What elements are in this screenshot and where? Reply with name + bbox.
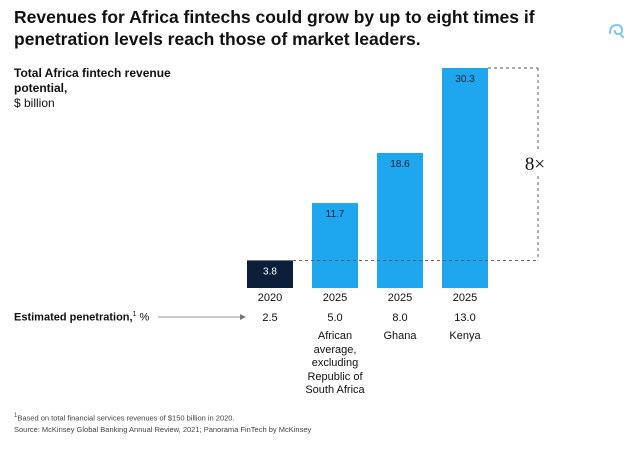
category-note-2: African average, excluding Republic of South…	[305, 330, 365, 396]
penetration-footnote-marker: 1	[132, 311, 137, 318]
penetration-leader-arrow	[240, 314, 246, 320]
category-note-4: Kenya	[449, 330, 481, 342]
footnote-1-marker: 1	[14, 413, 18, 419]
bar-4	[442, 68, 488, 288]
bar-value-label-1: 3.8	[263, 266, 277, 277]
bar-value-label-4: 30.3	[455, 74, 475, 85]
penetration-unit: %	[139, 311, 150, 324]
footnote-1: 1Based on total financial services reven…	[14, 411, 311, 424]
penetration-value-2: 5.0	[327, 312, 343, 324]
bars-group	[247, 68, 488, 288]
swirl-logo-icon	[609, 23, 624, 38]
penetration-value-4: 13.0	[454, 312, 476, 324]
multiplier-label-background	[518, 150, 554, 176]
penetration-value-3: 8.0	[392, 312, 408, 324]
bar-1	[247, 260, 293, 288]
chart-subtitle: Total Africa fintech revenue potential, …	[14, 66, 194, 111]
x-tick-label-2: 2025	[322, 292, 348, 304]
footnote-2: Source: McKinsey Global Banking Annual R…	[14, 424, 312, 434]
bar-value-label-3: 18.6	[390, 159, 410, 170]
x-tick-label-1: 2020	[257, 292, 283, 304]
subtitle-unit: $ billion	[14, 96, 55, 110]
x-tick-label-4: 2025	[452, 292, 478, 304]
bar-value-label-2: 11.7	[326, 209, 345, 220]
bar-2	[312, 203, 358, 288]
penetration-label-text: Estimated penetration,	[14, 311, 133, 324]
footnotes: 1Based on total financial services reven…	[14, 411, 311, 435]
category-note-3: Ghana	[383, 330, 417, 342]
multiplier-bracket: 8×	[293, 67, 554, 261]
penetration-value-1: 2.5	[262, 312, 278, 324]
bar-labels-group: 3.8 11.7 18.6 30.3	[263, 74, 475, 277]
bar-3	[377, 152, 423, 288]
penetration-label: Estimated penetration,1 %	[14, 311, 149, 324]
subtitle-label: Total Africa fintech revenue potential,	[14, 66, 171, 95]
multiplier-label: 8×	[525, 154, 545, 175]
x-tick-label-3: 2025	[387, 292, 413, 304]
chart-title: Revenues for Africa fintechs could grow …	[14, 7, 535, 49]
footnote-1-text: Based on total financial services revenu…	[17, 413, 235, 423]
